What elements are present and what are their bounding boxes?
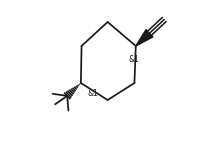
- Text: &1: &1: [128, 55, 139, 64]
- Polygon shape: [136, 29, 153, 46]
- Text: &1: &1: [88, 89, 98, 98]
